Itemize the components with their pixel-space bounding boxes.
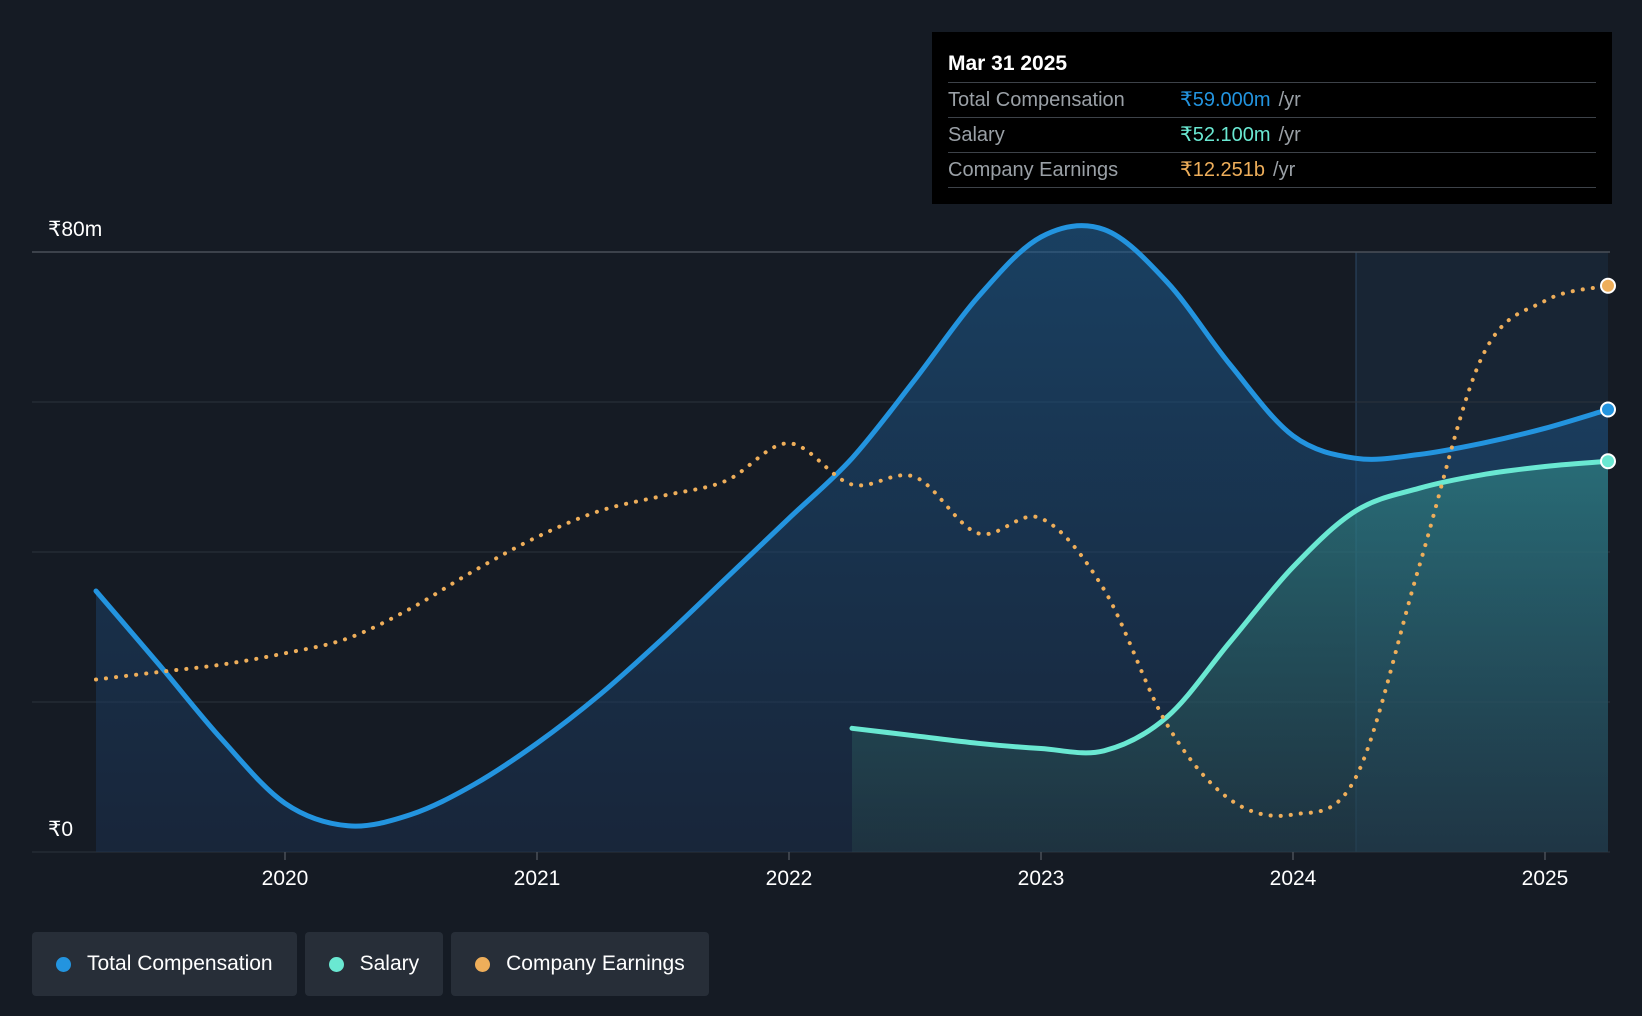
tooltip-value: ₹59.000m — [1180, 89, 1271, 111]
y-axis-bottom-label: ₹0 — [48, 818, 73, 841]
salary-area — [852, 461, 1608, 852]
legend-item-total-compensation[interactable]: Total Compensation — [32, 932, 297, 996]
x-tick-label: 2025 — [1522, 867, 1569, 890]
x-tick-label: 2023 — [1018, 867, 1065, 890]
tooltip-date: Mar 31 2025 — [948, 52, 1068, 75]
tooltip-row-total-compensation: Total Compensation ₹59.000m /yr — [948, 82, 1596, 117]
legend-item-company-earnings[interactable]: Company Earnings — [451, 932, 709, 996]
data-tooltip: Mar 31 2025 Total Compensation ₹59.000m … — [932, 32, 1612, 204]
legend-label: Company Earnings — [506, 952, 685, 975]
tooltip-label: Company Earnings — [948, 159, 1119, 181]
y-axis-top-label: ₹80m — [48, 218, 102, 241]
tooltip-label: Salary — [948, 124, 1005, 146]
salary-line — [849, 458, 1611, 756]
legend-dot-icon — [475, 956, 491, 972]
chart-legend: Total Compensation Salary Company Earnin… — [32, 932, 709, 996]
tooltip-row-company-earnings: Company Earnings ₹12.251b /yr — [948, 152, 1596, 188]
x-tick-label: 2022 — [766, 867, 813, 890]
tooltip-unit: /yr — [1273, 159, 1296, 181]
x-tick-label: 2021 — [514, 867, 561, 890]
salary-end-marker — [1600, 453, 1616, 470]
legend-dot-icon — [56, 956, 71, 972]
total-end-marker — [1600, 401, 1616, 418]
legend-label: Salary — [359, 952, 420, 975]
tooltip-value: ₹12.251b — [1180, 159, 1266, 181]
tooltip-unit: /yr — [1278, 89, 1301, 111]
legend-label: Total Compensation — [87, 952, 273, 975]
x-tick-label: 2024 — [1270, 867, 1317, 890]
tooltip-unit: /yr — [1278, 124, 1301, 146]
tooltip-row-salary: Salary ₹52.100m /yr — [948, 117, 1596, 152]
total-line — [93, 223, 1611, 829]
tooltip-label: Total Compensation — [948, 89, 1125, 111]
tooltip-value: ₹52.100m — [1180, 124, 1271, 146]
earnings-end-marker — [1600, 277, 1616, 294]
legend-item-salary[interactable]: Salary — [304, 932, 444, 996]
legend-dot-icon — [328, 956, 344, 972]
x-tick-label: 2020 — [262, 867, 309, 890]
